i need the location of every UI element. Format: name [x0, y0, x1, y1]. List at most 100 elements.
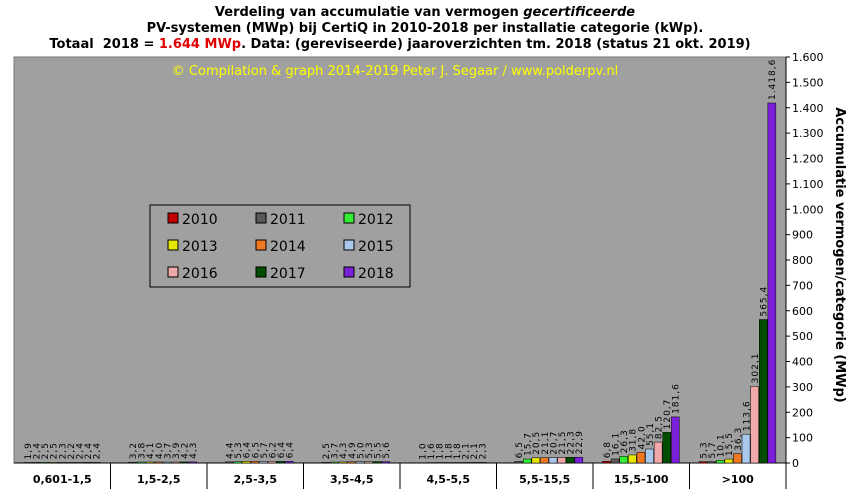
y-tick-label: 1.300: [792, 127, 824, 140]
value-label: 16,1: [611, 432, 621, 456]
legend-label: 2017: [270, 266, 306, 282]
value-label: 36,3: [734, 427, 744, 451]
value-label: 6,4: [277, 441, 287, 458]
value-label: 15,5: [725, 432, 735, 456]
bar: [741, 433, 751, 464]
value-label: 6,4: [286, 441, 296, 458]
bar: [321, 462, 330, 464]
value-label: 20,7: [549, 431, 559, 455]
value-label: 113,6: [742, 400, 752, 431]
value-label: 3,8: [138, 442, 148, 459]
legend-label: 2018: [358, 266, 394, 282]
bar: [23, 462, 32, 464]
value-label: 20,5: [532, 431, 542, 455]
bar: [128, 461, 137, 464]
value-label: 4,0: [155, 442, 165, 459]
bar: [145, 461, 155, 464]
bar: [671, 416, 680, 464]
x-tick-label: 3,5-4,5: [330, 473, 374, 486]
legend-swatch: [343, 239, 355, 251]
y-tick-label: 200: [792, 406, 813, 419]
value-label: 6,4: [243, 441, 253, 458]
bar: [619, 456, 628, 464]
bar: [566, 457, 575, 464]
x-tick-label: 5,5-15,5: [519, 473, 570, 486]
bar: [347, 461, 356, 464]
y-tick-label: 0: [792, 457, 799, 470]
value-label: 21,5: [558, 430, 568, 454]
value-label: 2,4: [75, 442, 85, 459]
bar: [242, 461, 251, 464]
value-label: 26,3: [620, 429, 630, 453]
bar: [628, 454, 637, 464]
bar: [443, 462, 453, 464]
value-label: 2,4: [84, 442, 94, 459]
legend-swatch: [343, 266, 355, 278]
y-tick-label: 700: [792, 279, 813, 292]
value-label: 1,8: [436, 442, 446, 459]
y-tick-label: 600: [792, 305, 813, 318]
value-label: 2,1: [461, 442, 471, 459]
bar: [435, 462, 444, 464]
y-tick-label: 100: [792, 432, 813, 445]
y-tick-label: 800: [792, 254, 813, 267]
y-tick-label: 1.400: [792, 102, 824, 115]
bar: [364, 461, 373, 464]
bar: [285, 461, 294, 464]
bar: [574, 456, 584, 464]
legend-label: 2013: [182, 239, 218, 255]
bar: [83, 462, 92, 464]
bar: [92, 462, 101, 464]
y-tick-label: 900: [792, 229, 813, 242]
value-label: 181,6: [672, 383, 682, 414]
title-text: Verdeling van accumulatie van vermogen: [215, 5, 519, 20]
bar: [338, 461, 348, 464]
y-axis-label: Accumulatie vermogen/categorie (MWp): [832, 107, 847, 403]
title-text: Totaal 2018 =: [49, 37, 158, 52]
x-tick-label: 2,5-3,5: [233, 473, 277, 486]
y-tick-label: 1.600: [792, 51, 824, 64]
bar: [171, 461, 180, 464]
bar: [548, 457, 558, 464]
title-text: . Data: (gereviseerde) jaaroverzichten t…: [241, 37, 751, 52]
bar: [224, 461, 234, 464]
bar: [180, 461, 189, 464]
value-label: 5,7: [708, 441, 718, 458]
bar: [137, 461, 146, 464]
bar: [355, 461, 365, 464]
x-tick-label: 4,5-5,5: [426, 473, 470, 486]
value-label: 4,4: [225, 442, 235, 459]
value-label: 1,8: [444, 442, 454, 459]
value-label: 2,4: [93, 442, 103, 459]
bar: [452, 462, 461, 464]
value-label: 6,2: [268, 441, 278, 458]
value-label: 2,5: [50, 442, 60, 459]
value-label: 5,3: [699, 441, 709, 458]
bar: [636, 452, 646, 464]
value-label: 3,9: [172, 442, 182, 459]
x-tick-label: 1,5-2,5: [137, 473, 181, 486]
bar: [698, 461, 708, 464]
bar: [540, 457, 549, 464]
title-highlight: 1.644 MWp: [159, 37, 241, 52]
value-label: 4,3: [339, 442, 349, 459]
bar: [276, 461, 285, 464]
bar: [557, 457, 566, 464]
bar: [250, 461, 260, 464]
value-label: 2,5: [322, 442, 332, 459]
value-label: 3,7: [331, 442, 341, 459]
value-label: 2,1: [470, 442, 480, 459]
value-label: 10,1: [717, 433, 727, 457]
bar: [759, 319, 768, 464]
legend-swatch: [255, 266, 267, 278]
y-tick-label: 1.100: [792, 178, 824, 191]
bar: [514, 461, 523, 464]
value-label: 120,7: [663, 399, 673, 430]
bar: [40, 462, 49, 464]
bar: [767, 102, 777, 464]
value-label: 565,4: [760, 286, 770, 317]
bar: [188, 461, 198, 464]
legend-label: 2011: [270, 212, 306, 228]
value-label: 82,5: [654, 415, 664, 439]
